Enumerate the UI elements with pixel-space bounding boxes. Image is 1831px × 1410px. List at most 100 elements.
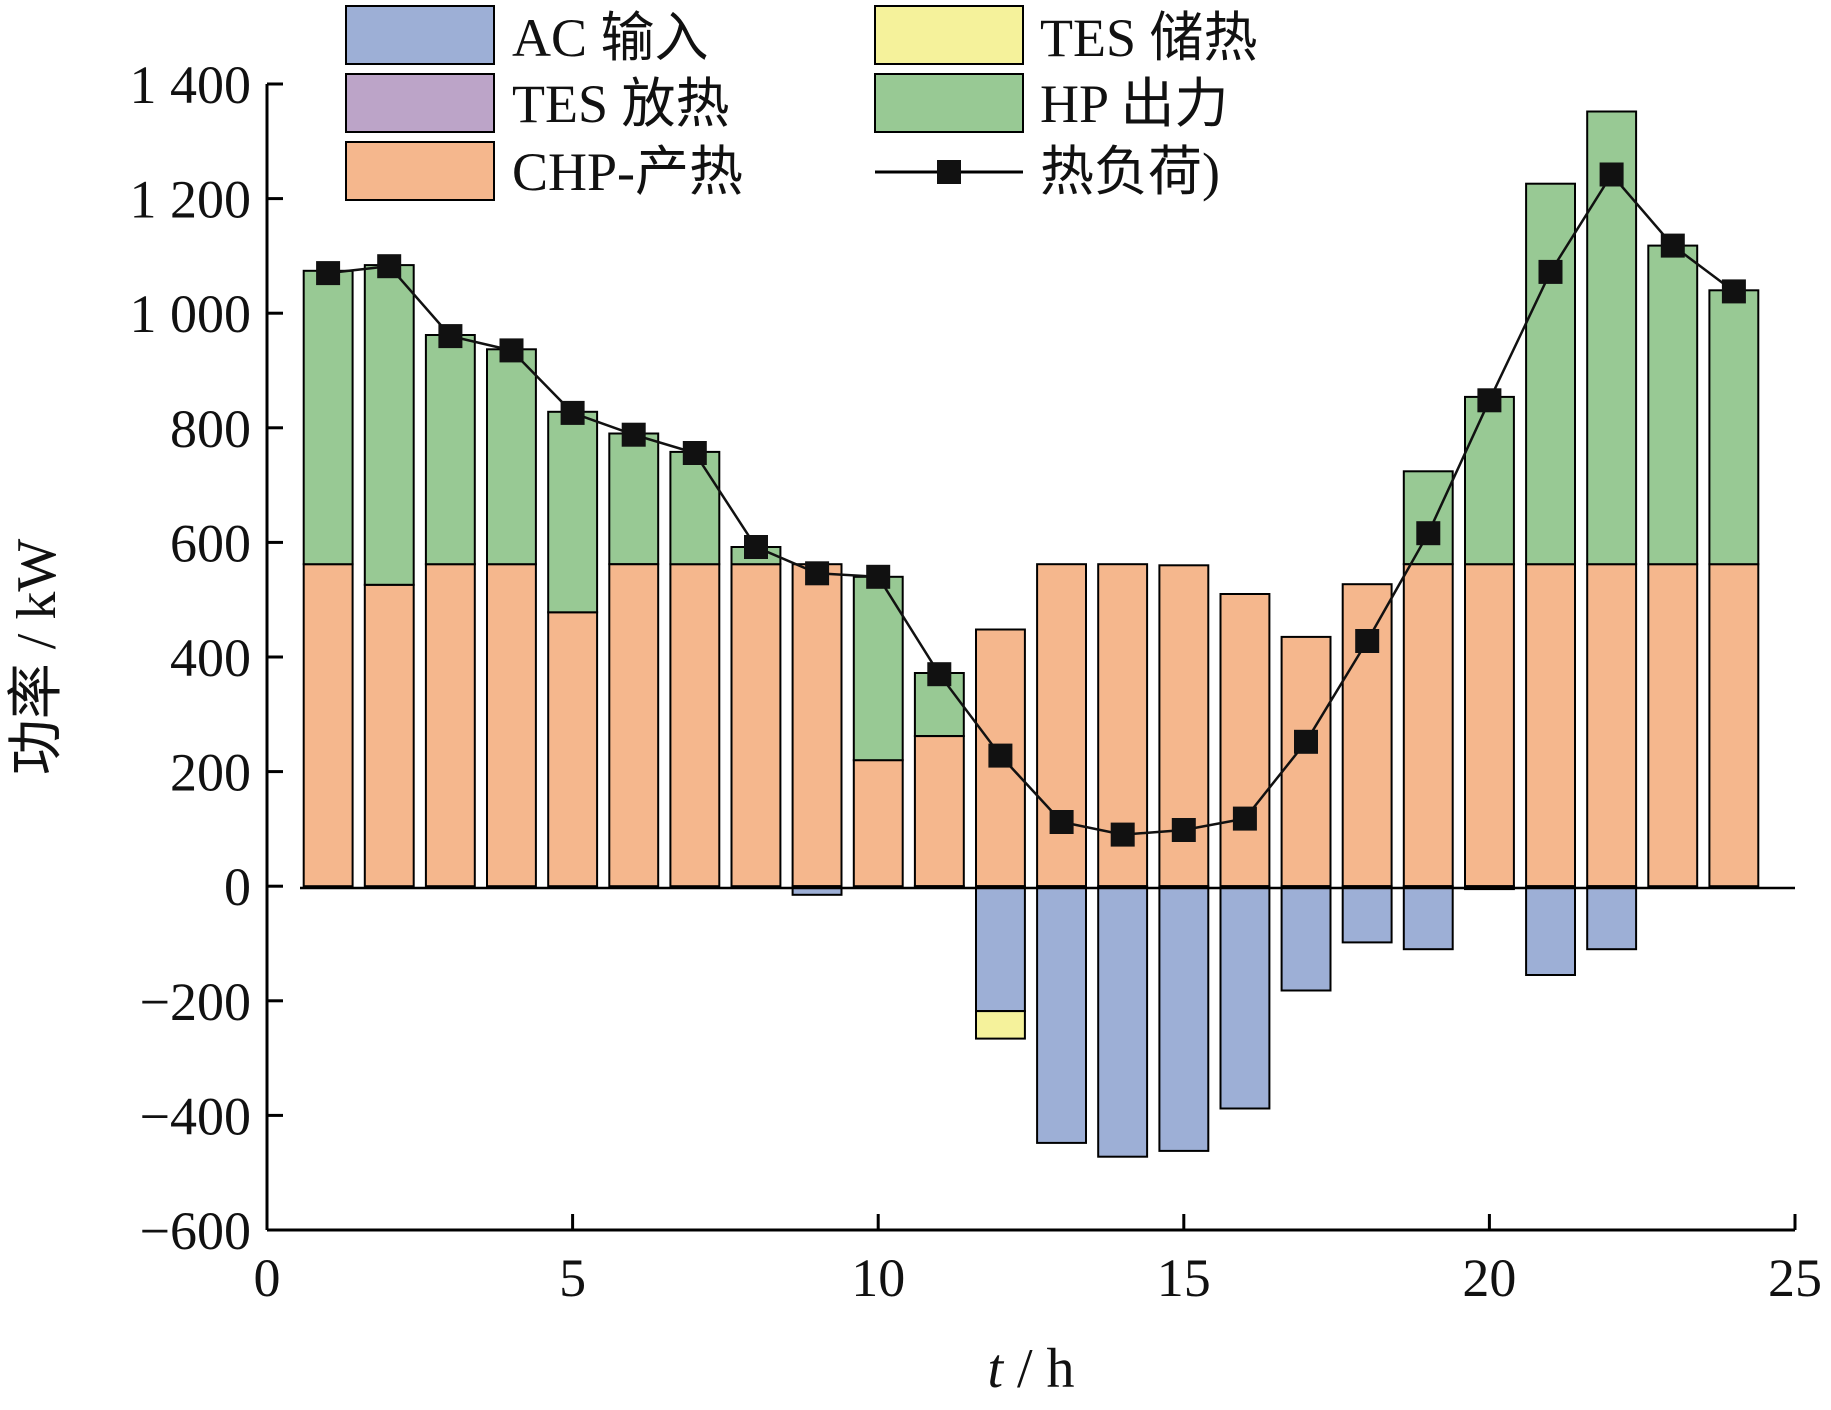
bar-seg-ac-12 bbox=[975, 885, 1026, 1013]
x-tick-label: 5 bbox=[559, 1248, 586, 1308]
bar-seg-hp-19 bbox=[1402, 470, 1454, 566]
x-tick-label: 0 bbox=[254, 1248, 281, 1308]
heat-load-marker-1 bbox=[316, 261, 341, 286]
heat-load-marker-11 bbox=[927, 662, 952, 687]
bar-seg-chp-23 bbox=[1647, 563, 1699, 888]
legend-label-hp-output: HP 出力 bbox=[1040, 74, 1229, 134]
bar-seg-chp-5 bbox=[547, 611, 599, 888]
bar-seg-ac-14 bbox=[1097, 885, 1149, 1158]
y-tick-label: −200 bbox=[140, 972, 251, 1032]
bar-seg-hp-24 bbox=[1708, 289, 1760, 566]
bar-seg-hp-4 bbox=[486, 348, 537, 566]
bar-seg-ac-21 bbox=[1525, 885, 1576, 977]
heat-load-marker-9 bbox=[805, 561, 830, 586]
heat-load-marker-14 bbox=[1110, 822, 1135, 847]
legend-marker-heat-load bbox=[937, 160, 961, 184]
bar-seg-hp-10 bbox=[852, 575, 904, 762]
heat-load-marker-8 bbox=[744, 535, 768, 559]
y-tick-label: −400 bbox=[140, 1086, 251, 1146]
heat-load-line bbox=[327, 172, 1735, 836]
bar-seg-ac-18 bbox=[1341, 885, 1393, 944]
legend: AC 输入 TES 放热 CHP-产热 TES 储热 HP 出力 热负荷) bbox=[345, 5, 1258, 202]
bar-seg-ac-17 bbox=[1280, 885, 1332, 992]
legend-swatch-tes-charge bbox=[874, 5, 1024, 65]
heat-load-marker-19 bbox=[1416, 521, 1441, 546]
bar-seg-chp-10 bbox=[852, 759, 904, 888]
bar-seg-ac-22 bbox=[1586, 885, 1638, 951]
bar-seg-chp-20 bbox=[1464, 563, 1515, 888]
bar-seg-chp-11 bbox=[913, 735, 965, 888]
bar-seg-hp-20 bbox=[1464, 395, 1515, 566]
bar-seg-chp-21 bbox=[1525, 563, 1576, 888]
heat-load-marker-4 bbox=[499, 338, 524, 363]
y-tick-label: 800 bbox=[170, 399, 251, 459]
bar-seg-hp-5 bbox=[547, 410, 599, 614]
bar-seg-ac-19 bbox=[1402, 885, 1454, 951]
heat-load-marker-23 bbox=[1660, 233, 1685, 258]
bar-seg-hp-2 bbox=[363, 264, 415, 586]
x-tick-label: 20 bbox=[1462, 1248, 1516, 1308]
legend-label-tes-charge: TES 储热 bbox=[1040, 8, 1258, 68]
bar-seg-hp-6 bbox=[608, 432, 660, 566]
bar-seg-ac-16 bbox=[1219, 885, 1271, 1110]
x-axis-title-unit: / h bbox=[1003, 1338, 1075, 1400]
bar-seg-ac-15 bbox=[1158, 885, 1210, 1152]
y-tick-label: 1 200 bbox=[130, 170, 252, 230]
y-tick-label: 400 bbox=[170, 628, 251, 688]
heat-load-marker-7 bbox=[682, 441, 707, 465]
heat-load-marker-16 bbox=[1232, 806, 1257, 831]
bar-seg-hp-21 bbox=[1525, 182, 1576, 566]
heat-load-marker-6 bbox=[621, 422, 646, 447]
bar-seg-chp-19 bbox=[1402, 563, 1454, 888]
bar-seg-chp-9 bbox=[791, 563, 843, 888]
x-tick-label: 10 bbox=[851, 1248, 905, 1308]
heat-load-marker-12 bbox=[988, 743, 1013, 768]
bar-seg-chp-13 bbox=[1036, 563, 1087, 888]
bar-seg-hp-23 bbox=[1647, 244, 1699, 566]
bar-seg-chp-3 bbox=[424, 563, 476, 888]
heat-load-marker-10 bbox=[866, 564, 891, 589]
legend-swatch-hp-output bbox=[874, 73, 1024, 133]
bar-seg-hp-1 bbox=[302, 269, 354, 566]
y-tick-label: 200 bbox=[170, 743, 251, 803]
heat-load-marker-21 bbox=[1538, 259, 1563, 284]
heat-load-marker-2 bbox=[377, 254, 402, 279]
x-axis-title-italic: t bbox=[987, 1338, 1004, 1400]
bar-layer bbox=[302, 110, 1760, 1158]
legend-label-chp-heat: CHP-产热 bbox=[512, 142, 743, 202]
heat-load-marker-22 bbox=[1599, 162, 1624, 187]
legend-swatch-tes-discharge bbox=[345, 73, 495, 133]
bar-seg-chp-16 bbox=[1219, 593, 1271, 888]
heat-load-marker-20 bbox=[1477, 388, 1502, 413]
bar-seg-chp-4 bbox=[486, 563, 537, 888]
y-axis-title: 功率 / kW bbox=[6, 539, 68, 776]
legend-label-tes-discharge: TES 放热 bbox=[512, 74, 730, 134]
x-tick-label: 15 bbox=[1157, 1248, 1211, 1308]
bar-seg-tes-12 bbox=[975, 1010, 1026, 1040]
bar-seg-ac-13 bbox=[1036, 885, 1087, 1144]
bar-seg-chp-6 bbox=[608, 563, 660, 888]
bar-seg-chp-24 bbox=[1708, 563, 1760, 888]
legend-swatch-ac-input bbox=[345, 5, 495, 65]
heat-load-marker-24 bbox=[1721, 279, 1746, 304]
x-tick-label: 25 bbox=[1768, 1248, 1822, 1308]
bar-seg-chp-2 bbox=[363, 583, 415, 888]
heat-load-marker-3 bbox=[438, 324, 463, 349]
heat-load-line-layer bbox=[316, 162, 1746, 847]
legend-label-heat-load: 热负荷) bbox=[1040, 142, 1220, 202]
heat-load-marker-13 bbox=[1049, 810, 1074, 834]
bar-seg-chp-7 bbox=[669, 563, 721, 888]
bar-seg-chp-22 bbox=[1586, 563, 1638, 888]
bar-seg-hp-7 bbox=[669, 450, 721, 566]
y-tick-label: 1 400 bbox=[130, 55, 252, 115]
legend-swatch-chp-heat bbox=[345, 141, 495, 201]
heat-load-marker-15 bbox=[1171, 818, 1196, 842]
heat-load-marker-18 bbox=[1355, 629, 1380, 653]
x-axis-title: t / h bbox=[987, 1338, 1074, 1400]
bar-seg-chp-8 bbox=[730, 563, 782, 888]
legend-label-ac-input: AC 输入 bbox=[512, 8, 709, 68]
bar-seg-hp-22 bbox=[1586, 110, 1638, 566]
heat-load-marker-5 bbox=[560, 400, 585, 425]
